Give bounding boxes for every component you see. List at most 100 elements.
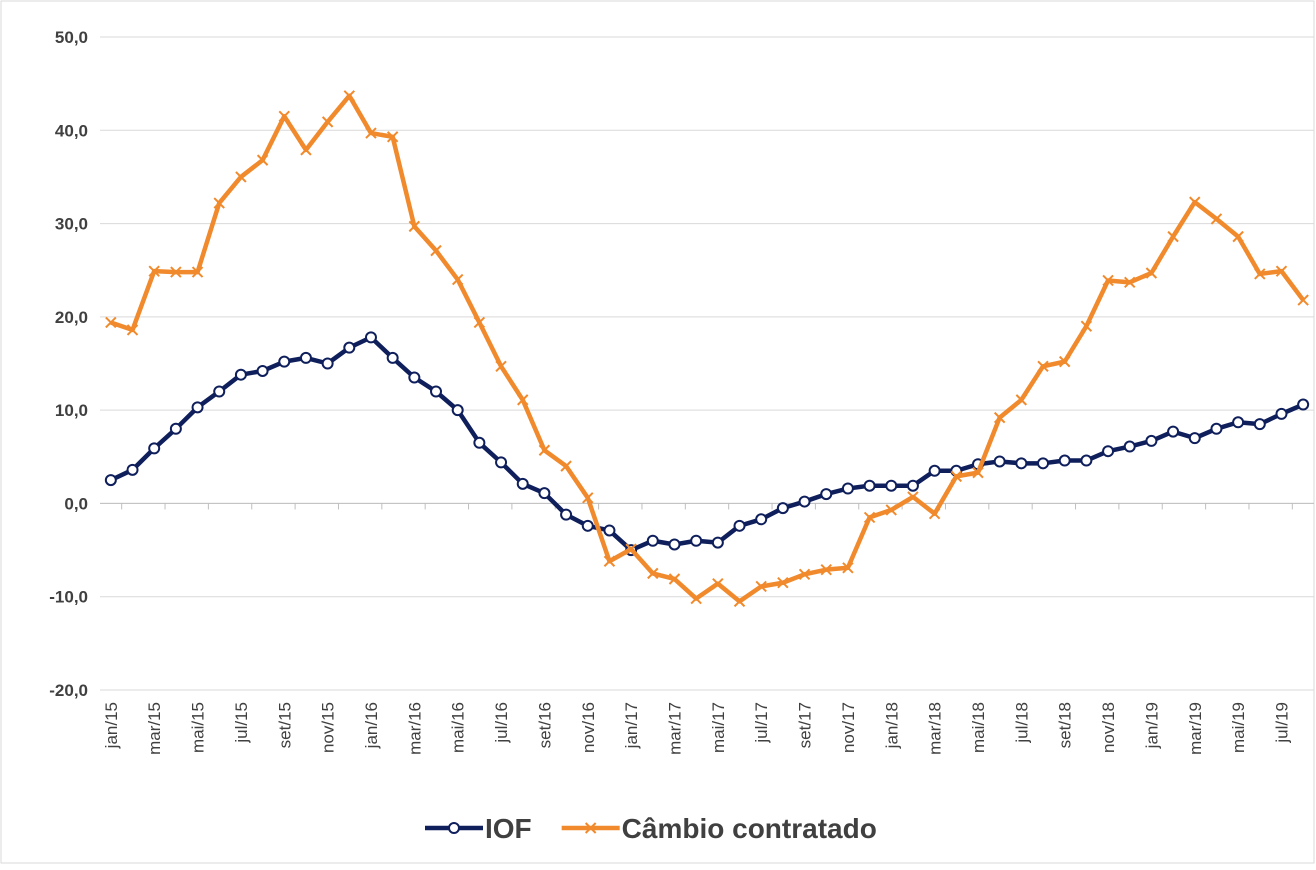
legend-marker xyxy=(448,822,460,834)
x-tick-label: set/15 xyxy=(275,702,294,748)
point-marker xyxy=(668,573,681,585)
x-tick-label: jul/15 xyxy=(232,702,251,744)
point-marker xyxy=(365,127,377,139)
point-marker xyxy=(841,482,854,495)
point-marker xyxy=(733,519,746,532)
point-marker xyxy=(408,371,421,384)
point-marker xyxy=(906,479,919,492)
x-tick-label: nov/16 xyxy=(579,702,598,753)
point-marker xyxy=(104,474,117,487)
point-marker xyxy=(386,351,399,364)
point-marker xyxy=(625,543,637,555)
point-marker xyxy=(1232,416,1245,429)
point-marker xyxy=(820,563,832,576)
point-marker xyxy=(1080,320,1093,332)
point-marker xyxy=(1210,422,1223,435)
y-tick-label: 40,0 xyxy=(55,121,88,140)
point-marker xyxy=(213,385,226,398)
point-marker xyxy=(755,580,767,593)
point-marker xyxy=(1058,454,1071,467)
point-marker xyxy=(278,110,290,123)
point-marker xyxy=(343,341,356,354)
point-marker xyxy=(1145,267,1158,279)
point-marker xyxy=(386,131,399,143)
x-tick-label: set/17 xyxy=(796,702,815,748)
point-marker xyxy=(278,355,291,368)
point-marker xyxy=(170,266,182,278)
point-marker xyxy=(1015,394,1028,406)
y-tick-label: 10,0 xyxy=(55,401,88,420)
y-tick-label: -20,0 xyxy=(49,681,88,700)
point-marker xyxy=(1297,294,1309,306)
point-marker xyxy=(1037,360,1049,373)
point-marker xyxy=(603,555,616,567)
point-marker xyxy=(776,502,789,515)
point-marker xyxy=(538,487,551,500)
point-marker xyxy=(256,154,269,166)
point-marker xyxy=(126,463,139,476)
point-marker xyxy=(169,422,182,435)
point-marker xyxy=(1123,440,1136,453)
legend-label: IOF xyxy=(485,813,532,844)
point-marker xyxy=(430,244,442,257)
point-marker xyxy=(473,436,486,449)
point-marker xyxy=(950,470,963,483)
point-marker xyxy=(885,504,897,516)
point-marker xyxy=(1275,407,1288,420)
point-marker xyxy=(668,538,681,551)
point-marker xyxy=(1232,230,1244,243)
x-tick-label: mai/18 xyxy=(969,702,988,753)
y-tick-label: 30,0 xyxy=(55,215,88,234)
point-marker xyxy=(603,524,616,537)
x-tick-label: jan/16 xyxy=(362,702,381,749)
x-tick-label: jul/17 xyxy=(752,702,771,744)
point-marker xyxy=(1188,432,1201,445)
x-tick-label: mar/18 xyxy=(926,702,945,755)
point-marker xyxy=(733,595,746,608)
x-tick-label: jan/19 xyxy=(1142,702,1161,749)
x-tick-label: jul/18 xyxy=(1012,702,1031,744)
x-tick-label: nov/17 xyxy=(839,702,858,753)
point-marker xyxy=(517,394,529,406)
point-marker xyxy=(1167,425,1180,438)
point-marker xyxy=(148,265,160,277)
point-marker xyxy=(321,357,334,370)
point-marker xyxy=(300,144,312,156)
point-marker xyxy=(1253,418,1266,431)
point-marker xyxy=(213,197,225,209)
point-marker xyxy=(863,511,876,524)
point-marker xyxy=(711,536,724,549)
point-marker xyxy=(1102,274,1114,287)
point-marker xyxy=(495,360,507,373)
point-marker xyxy=(690,534,703,547)
point-marker xyxy=(235,171,247,183)
point-marker xyxy=(105,316,117,329)
point-marker xyxy=(581,519,594,532)
point-marker xyxy=(842,562,854,574)
point-marker xyxy=(712,577,724,590)
point-marker xyxy=(126,324,139,336)
point-marker xyxy=(451,273,464,286)
x-tick-label: jan/15 xyxy=(102,702,121,749)
point-marker xyxy=(321,116,334,128)
point-marker xyxy=(560,508,573,521)
point-marker xyxy=(148,442,161,455)
point-marker xyxy=(1167,230,1179,243)
point-marker xyxy=(538,444,551,456)
point-marker xyxy=(1210,213,1223,225)
x-tick-label: mai/15 xyxy=(189,702,208,753)
x-tick-label: mar/19 xyxy=(1186,702,1205,755)
point-marker xyxy=(820,488,833,501)
y-tick-label: -10,0 xyxy=(49,588,88,607)
x-tick-label: set/16 xyxy=(535,702,554,748)
x-tick-label: mar/17 xyxy=(665,702,684,755)
y-tick-label: 20,0 xyxy=(55,308,88,327)
point-marker xyxy=(993,411,1006,424)
x-tick-label: set/18 xyxy=(1056,702,1075,748)
x-tick-label: mai/19 xyxy=(1229,702,1248,753)
point-marker xyxy=(798,568,811,581)
point-marker xyxy=(928,464,941,477)
legend-label: Câmbio contratado xyxy=(622,813,877,844)
